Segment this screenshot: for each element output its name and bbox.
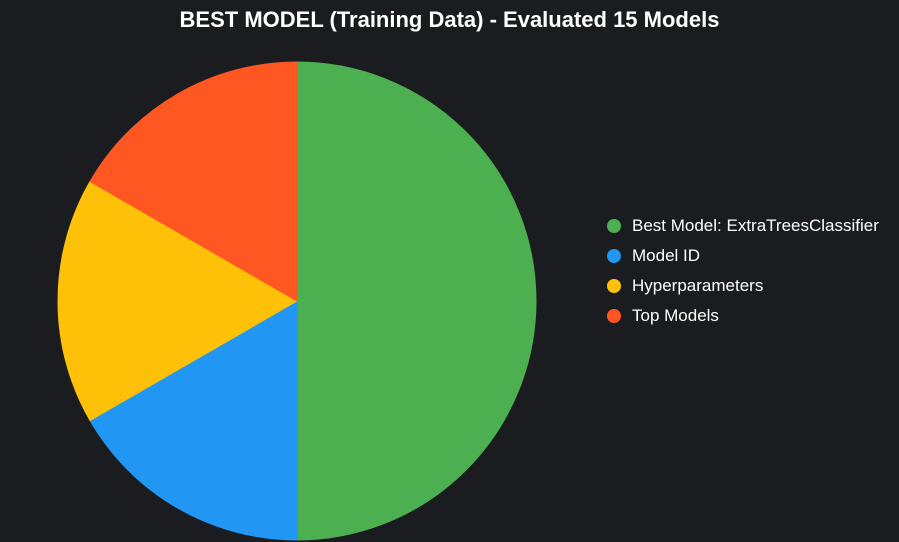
legend-swatch [607, 279, 621, 293]
legend-label: Best Model: ExtraTreesClassifier [632, 216, 879, 235]
legend-label: Hyperparameters [632, 276, 764, 295]
pie-slice-top-models[interactable] [89, 61, 298, 302]
pie-slice-model-id[interactable] [89, 300, 298, 541]
legend-item-hyperparameters[interactable]: Hyperparameters [607, 271, 879, 301]
legend-label: Top Models [632, 306, 719, 325]
pie-slice-best-model-extratreesclassifier[interactable] [296, 61, 537, 541]
legend-swatch [607, 219, 621, 233]
legend-swatch [607, 309, 621, 323]
legend-item-model-id[interactable]: Model ID [607, 241, 879, 271]
legend-item-best-model-extratreesclassifier[interactable]: Best Model: ExtraTreesClassifier [607, 211, 879, 241]
legend-item-top-models[interactable]: Top Models [607, 301, 879, 331]
chart-title: BEST MODEL (Training Data) - Evaluated 1… [179, 7, 720, 32]
legend-swatch [607, 249, 621, 263]
legend: Best Model: ExtraTreesClassifier Model ID… [607, 211, 879, 331]
legend-label: Model ID [632, 246, 701, 265]
pie-slice-hyperparameters[interactable] [57, 181, 298, 421]
